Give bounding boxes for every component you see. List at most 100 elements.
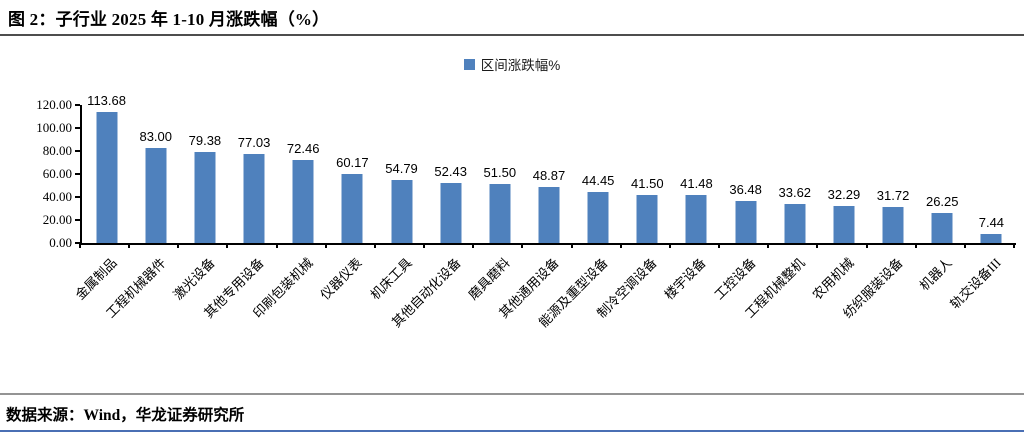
bar-columns: 113.68 金属制品 83.00 工程机械器件 79.38 激光设备 77.03 其他专用设… [72, 93, 1016, 330]
x-axis-tick-mark [914, 243, 917, 248]
bar-column: 41.48 楼宇设备 [662, 105, 721, 302]
bar-value-label: 48.87 [532, 167, 566, 183]
legend-swatch-icon [463, 58, 475, 70]
x-axis-tick-mark [521, 243, 524, 248]
bar-column: 52.43 其他自动化设备 [388, 105, 475, 330]
category-label: 楼宇设备 [661, 255, 710, 303]
y-axis-tick-label: 0.00 [49, 235, 72, 250]
x-axis-tick-mark [619, 243, 622, 248]
bar-column: 33.62 工程机械整机 [742, 105, 819, 321]
y-axis-tick-mark [75, 173, 80, 175]
bar [489, 183, 511, 243]
x-axis-tick-mark [79, 243, 81, 248]
category-label: 机器人 [916, 255, 955, 294]
bar-column: 7.44 轨交设备III [948, 105, 1016, 311]
bar-value-label: 7.44 [978, 215, 1005, 231]
bar-column: 113.68 金属制品 [72, 93, 131, 302]
bar-column: 83.00 工程机械器件 [103, 105, 180, 321]
bar-column: 54.79 机床工具 [367, 105, 426, 303]
bar-value-label: 41.50 [631, 176, 664, 192]
bar [833, 205, 855, 243]
y-axis-tick-label: 80.00 [42, 143, 72, 158]
bar [243, 154, 265, 243]
bar-column: 60.17 仪器仪表 [318, 105, 377, 303]
y-axis-tick-mark [75, 242, 80, 244]
x-axis-tick-mark [324, 243, 327, 248]
x-axis-tick-mark [177, 243, 180, 248]
legend-label: 区间涨跌幅% [480, 58, 561, 73]
bar-column: 31.72 纺织服装设备 [840, 105, 918, 321]
x-axis-tick-mark [718, 243, 721, 248]
y-axis-tick-label: 100.00 [36, 120, 72, 135]
x-axis-tick-mark [226, 243, 229, 248]
bar [538, 186, 560, 243]
bar-value-label: 83.00 [139, 128, 173, 144]
bar [685, 195, 707, 243]
bar-value-label: 52.43 [434, 163, 467, 179]
bar-value-label: 60.17 [336, 154, 369, 170]
source-divider-line [0, 393, 1024, 395]
bar [341, 173, 363, 243]
x-axis-tick-mark [1013, 243, 1015, 248]
bar-value-label: 33.62 [778, 185, 812, 201]
y-axis-tick-mark [75, 104, 80, 106]
x-axis-tick-mark [472, 243, 475, 248]
x-axis-tick-mark [570, 243, 573, 248]
bar [292, 159, 314, 243]
x-axis-tick-mark [767, 243, 770, 248]
bar [784, 204, 806, 243]
bar-value-label: 32.29 [827, 186, 861, 202]
bar [440, 182, 462, 243]
y-axis-tick-label: 40.00 [42, 189, 72, 204]
bar-column: 51.50 磨具磨料 [465, 105, 524, 303]
y-axis-tick-mark [75, 219, 80, 221]
bar [194, 151, 216, 243]
bar [735, 201, 757, 243]
y-axis-tick-mark [75, 127, 80, 129]
bar [636, 195, 658, 243]
bar-value-label: 79.38 [188, 132, 222, 148]
bar-column: 48.87 其他通用设备 [496, 105, 573, 321]
bar-column: 32.29 农用机械 [809, 105, 868, 303]
bar-column: 79.38 激光设备 [170, 105, 229, 303]
y-axis-tick-label: 20.00 [42, 212, 72, 227]
bar [391, 180, 413, 243]
bar [587, 191, 609, 243]
bar-value-label: 44.45 [581, 172, 615, 188]
x-axis-tick-mark [373, 243, 376, 248]
category-label: 仪器仪表 [317, 255, 366, 303]
bar [882, 206, 904, 243]
bar-value-label: 41.48 [680, 176, 713, 192]
x-axis-tick-mark [423, 243, 426, 248]
bar [931, 212, 953, 243]
bar-column: 26.25 机器人 [917, 105, 967, 294]
bar-column: 41.50 制冷空调设备 [594, 105, 672, 321]
bar-value-label: 26.25 [925, 193, 959, 209]
title-divider-line [0, 34, 1024, 36]
data-source-note: 数据来源：Wind，华龙证券研究所 [6, 407, 245, 424]
chart-legend: 区间涨跌幅% [0, 54, 1024, 74]
figure-title: 图 2：子行业 2025 年 1-10 月涨跌幅（%） [8, 10, 330, 29]
bar [145, 147, 167, 243]
x-axis-tick-mark [668, 243, 671, 248]
x-axis-tick-mark [128, 243, 131, 248]
bar-chart-plot-area: 113.68 金属制品 83.00 工程机械器件 79.38 激光设备 77.03 其他专用设… [72, 93, 1016, 330]
bar-column: 36.48 工控设备 [711, 105, 770, 302]
x-axis-tick-mark [865, 243, 868, 248]
y-axis-tick-label: 120.00 [36, 97, 72, 112]
x-axis-tick-mark [963, 243, 966, 248]
bar [980, 234, 1002, 243]
bar-column: 77.03 其他专用设备 [201, 105, 278, 320]
bar-value-label: 72.46 [286, 140, 320, 156]
bar-value-label: 51.50 [483, 164, 517, 180]
y-axis-tick-mark [75, 150, 80, 152]
bar-value-label: 54.79 [385, 161, 418, 176]
bar-value-label: 113.68 [87, 93, 126, 109]
bar-column: 72.46 印刷包装机械 [250, 105, 328, 321]
bar-value-label: 36.48 [729, 182, 762, 198]
y-axis-tick-mark [75, 196, 80, 198]
x-axis-tick-mark [816, 243, 819, 248]
bottom-accent-line [0, 430, 1024, 432]
x-axis-tick-mark [275, 243, 278, 248]
